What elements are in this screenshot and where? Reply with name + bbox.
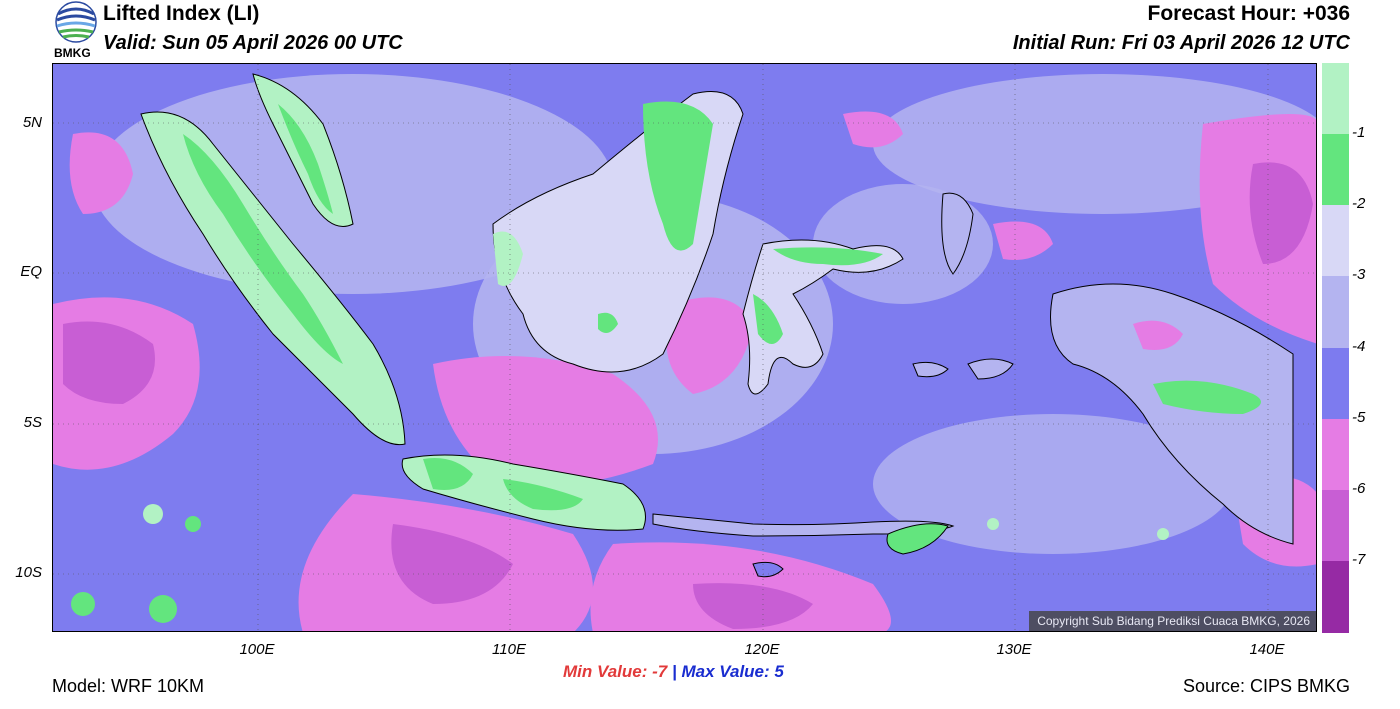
- lon-label-130e: 130E: [996, 641, 1032, 658]
- lat-label-10s: 10S: [15, 564, 42, 581]
- lon-label-110e: 110E: [492, 641, 526, 658]
- logo-text: BMKG: [54, 46, 91, 60]
- colorbar-segment: [1322, 205, 1349, 278]
- colorbar-segment: [1322, 276, 1349, 349]
- colorbar-label: -5: [1352, 408, 1366, 426]
- map-title: Lifted Index (LI): [103, 2, 260, 25]
- colorbar-segment: [1322, 347, 1349, 420]
- valid-time: Valid: Sun 05 April 2026 00 UTC: [103, 32, 403, 54]
- map-field: [53, 64, 1316, 631]
- lat-label-5n: 5N: [22, 114, 42, 131]
- colorbar-label: -4: [1352, 337, 1366, 355]
- min-value: -7: [652, 662, 668, 681]
- colorbar-segment: [1322, 63, 1349, 135]
- min-max-values: Min Value: -7 | Max Value: 5: [563, 662, 784, 682]
- colorbar-segment: [1322, 134, 1349, 207]
- colorbar-label: -7: [1352, 550, 1366, 568]
- copyright-notice: Copyright Sub Bidang Prediksi Cuaca BMKG…: [1029, 611, 1316, 631]
- model-name: Model: WRF 10KM: [52, 676, 205, 696]
- lat-label-eq: EQ: [20, 263, 42, 280]
- data-source: Source: CIPS BMKG: [1182, 676, 1350, 696]
- initial-run: Initial Run: Fri 03 April 2026 12 UTC: [1012, 32, 1350, 54]
- bmkg-logo: BMKG: [52, 0, 100, 62]
- colorbar-label: -2: [1352, 195, 1366, 213]
- min-label: Min Value:: [563, 662, 648, 681]
- colorbar-segment: [1322, 560, 1349, 633]
- lon-label-120e: 120E: [744, 641, 780, 658]
- colorbar-segment: [1322, 418, 1349, 491]
- lon-label-100e: 100E: [239, 641, 275, 658]
- lon-label-140e: 140E: [1249, 641, 1285, 658]
- lifted-index-map: Copyright Sub Bidang Prediksi Cuaca BMKG…: [52, 63, 1317, 632]
- max-value: 5: [774, 662, 784, 681]
- colorbar-label: -3: [1352, 266, 1366, 284]
- colorbar-segment: [1322, 489, 1349, 562]
- colorbar: [1322, 63, 1349, 633]
- min-max-separator: |: [671, 662, 677, 681]
- forecast-hour: Forecast Hour: +036: [1147, 2, 1351, 25]
- colorbar-label: -6: [1352, 479, 1366, 497]
- lat-label-5s: 5S: [23, 414, 42, 431]
- max-label: Max Value:: [681, 662, 770, 681]
- colorbar-label: -1: [1352, 124, 1366, 142]
